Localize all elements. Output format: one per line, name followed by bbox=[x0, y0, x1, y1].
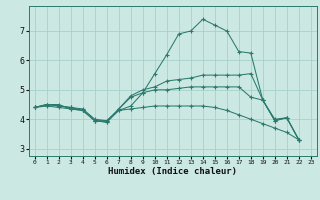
X-axis label: Humidex (Indice chaleur): Humidex (Indice chaleur) bbox=[108, 167, 237, 176]
